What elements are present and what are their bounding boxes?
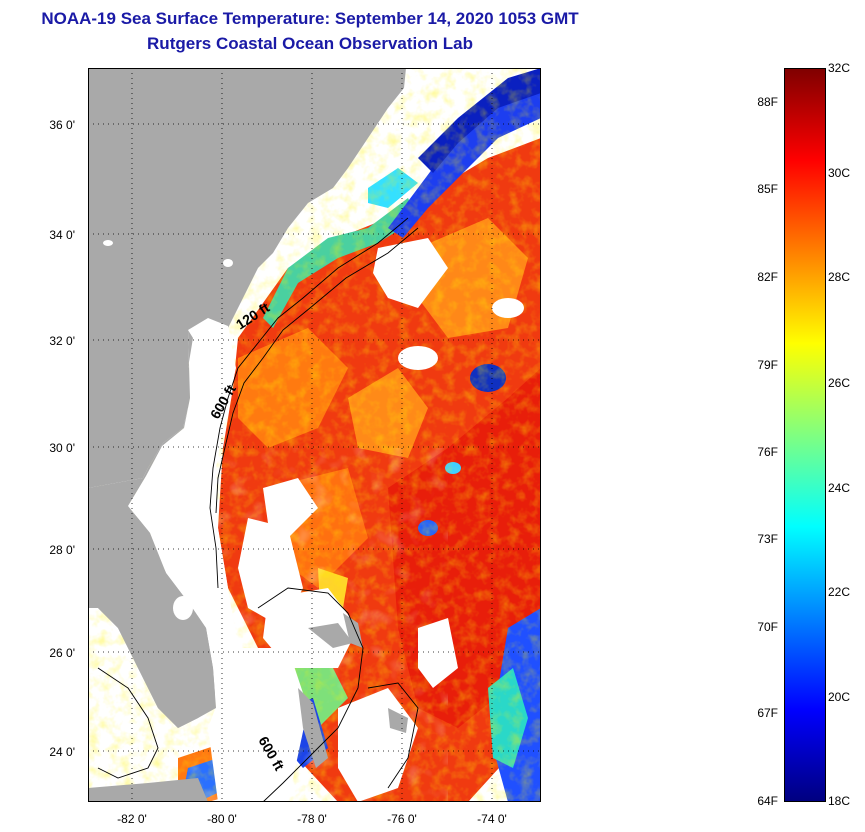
land-mass [88, 68, 406, 488]
lat-tick-label: 36 0' [49, 118, 75, 132]
cloud-gap [373, 238, 448, 308]
lat-tick-label: 28 0' [49, 543, 75, 557]
colorbar-c-label: 28C [828, 270, 851, 284]
colorbar-f-label: 82F [757, 270, 778, 284]
map-title: NOAA-19 Sea Surface Temperature: Septemb… [41, 9, 579, 28]
colorbar-f-label: 73F [757, 532, 778, 546]
lake [223, 259, 233, 267]
contour-shelf [97, 667, 159, 779]
colorbar-c-label: 32C [828, 61, 851, 75]
cloud-gap [398, 346, 438, 370]
colorbar-c-label: 20C [828, 690, 851, 704]
contour-120ft [209, 217, 409, 589]
contour-600ft [215, 227, 419, 514]
colorbar-c-label: 26C [828, 376, 851, 390]
colorbar-c-label: 22C [828, 585, 851, 599]
lat-tick-label: 34 0' [49, 228, 75, 242]
lon-tick-label: -80 0' [207, 812, 237, 826]
colorbar-c-label: 24C [828, 481, 851, 495]
island [308, 623, 353, 648]
land-mass [88, 330, 216, 728]
island [298, 688, 328, 768]
colorbar-c-label: 18C [828, 794, 851, 808]
colorbar-f-label: 85F [757, 182, 778, 196]
lon-tick-label: -74 0' [477, 812, 507, 826]
cloud-gap [492, 298, 524, 318]
lon-tick-label: -76 0' [387, 812, 417, 826]
lon-tick-label: -78 0' [297, 812, 327, 826]
colorbar-f-label: 79F [757, 358, 778, 372]
map-subtitle: Rutgers Coastal Ocean Observation Lab [147, 34, 473, 53]
lake [103, 240, 113, 246]
colorbar-f-label: 88F [757, 95, 778, 109]
lat-tick-label: 32 0' [49, 334, 75, 348]
lat-tick-label: 24 0' [49, 745, 75, 759]
bathymetry-contours [97, 217, 419, 802]
no-data-shelf [128, 318, 238, 708]
lake [173, 596, 193, 620]
colorbar-f-label: 67F [757, 706, 778, 720]
colorbar-f-label: 76F [757, 445, 778, 459]
colorbar-f-label: 70F [757, 620, 778, 634]
contour-shelf [367, 682, 419, 789]
lon-tick-label: -82 0' [117, 812, 147, 826]
island [388, 708, 408, 733]
temperature-colorbar [784, 68, 826, 802]
sst-map: 120 ft 600 ft 600 ft [88, 68, 541, 802]
colorbar-f-label: 64F [757, 794, 778, 808]
lat-tick-label: 30 0' [49, 441, 75, 455]
contour-600ft [257, 587, 364, 802]
island [343, 613, 363, 648]
map-frame [88, 68, 541, 802]
lat-lon-grid [88, 68, 541, 802]
island [88, 778, 208, 802]
lat-tick-label: 26 0' [49, 646, 75, 660]
colorbar-c-label: 30C [828, 166, 851, 180]
